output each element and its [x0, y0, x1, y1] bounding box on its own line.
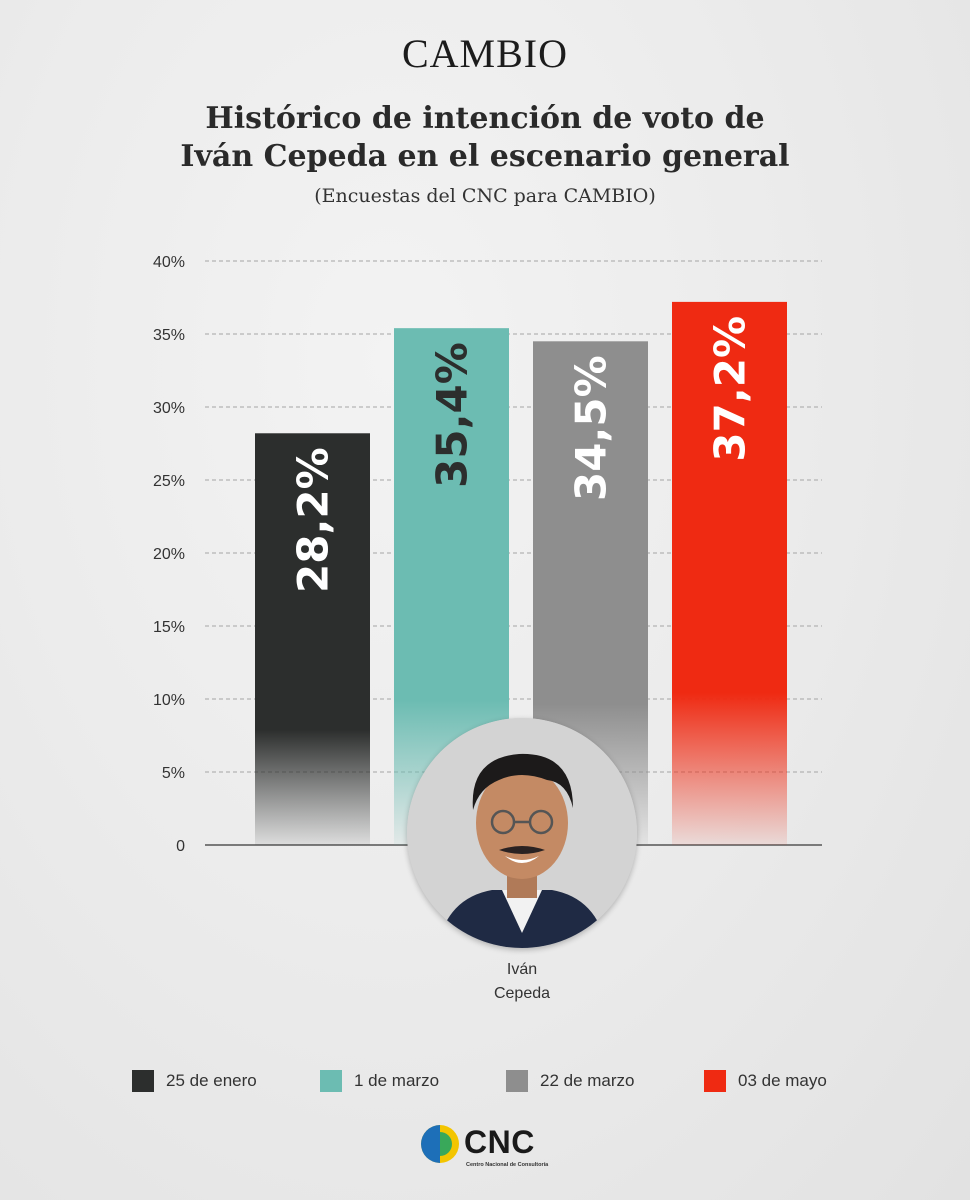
cnc-logo: CNC Centro Nacional de Consultoría [420, 1120, 560, 1180]
logo-text: CNC [464, 1124, 535, 1160]
logo-subtext: Centro Nacional de Consultoría [466, 1162, 549, 1168]
legend-label: 22 de marzo [540, 1071, 635, 1090]
bar-value-label: 35,4% [428, 342, 477, 488]
y-tick-label: 30% [153, 400, 185, 417]
y-tick-label: 5% [162, 765, 185, 782]
page-subtitle: (Encuestas del CNC para CAMBIO) [314, 185, 656, 207]
title-line-1: Histórico de intención de voto de [205, 101, 765, 136]
y-tick-label: 35% [153, 327, 185, 344]
legend-item-1-marzo: 1 de marzo [320, 1070, 439, 1092]
y-tick-label: 0 [176, 838, 185, 855]
legend-label: 03 de mayo [738, 1071, 827, 1090]
candidate-last-name: Cepeda [493, 985, 551, 1002]
bar-value-label: 34,5% [567, 355, 616, 501]
brand-logo: CAMBIO [401, 31, 569, 76]
y-tick-label: 25% [153, 473, 185, 490]
legend-label: 25 de enero [166, 1071, 257, 1090]
title-line-2: Iván Cepeda en el escenario general [180, 139, 790, 174]
bar-value-label: 28,2% [289, 447, 338, 593]
legend-swatch [132, 1070, 154, 1092]
bar-value-label: 37,2% [706, 316, 755, 462]
bar [672, 301, 787, 845]
legend-item-03-mayo: 03 de mayo [704, 1070, 827, 1092]
legend-swatch [704, 1070, 726, 1092]
legend-label: 1 de marzo [354, 1071, 440, 1090]
legend-swatch [506, 1070, 528, 1092]
legend-item-22-marzo: 22 de marzo [506, 1070, 635, 1092]
candidate-first-name: Iván [506, 961, 538, 978]
y-tick-label: 10% [153, 692, 185, 709]
cnc-circle-logo-icon [421, 1125, 459, 1163]
y-tick-label: 40% [153, 254, 185, 271]
legend-swatch [320, 1070, 342, 1092]
y-tick-label: 20% [153, 546, 185, 563]
legend-item-25-enero: 25 de enero [132, 1070, 257, 1092]
candidate-portrait-icon [407, 718, 637, 948]
page-title: Histórico de intención de voto de Iván C… [0, 100, 970, 176]
y-tick-label: 15% [153, 619, 185, 636]
candidate-name: Iván Cepeda [422, 958, 622, 1006]
bar [255, 433, 370, 845]
